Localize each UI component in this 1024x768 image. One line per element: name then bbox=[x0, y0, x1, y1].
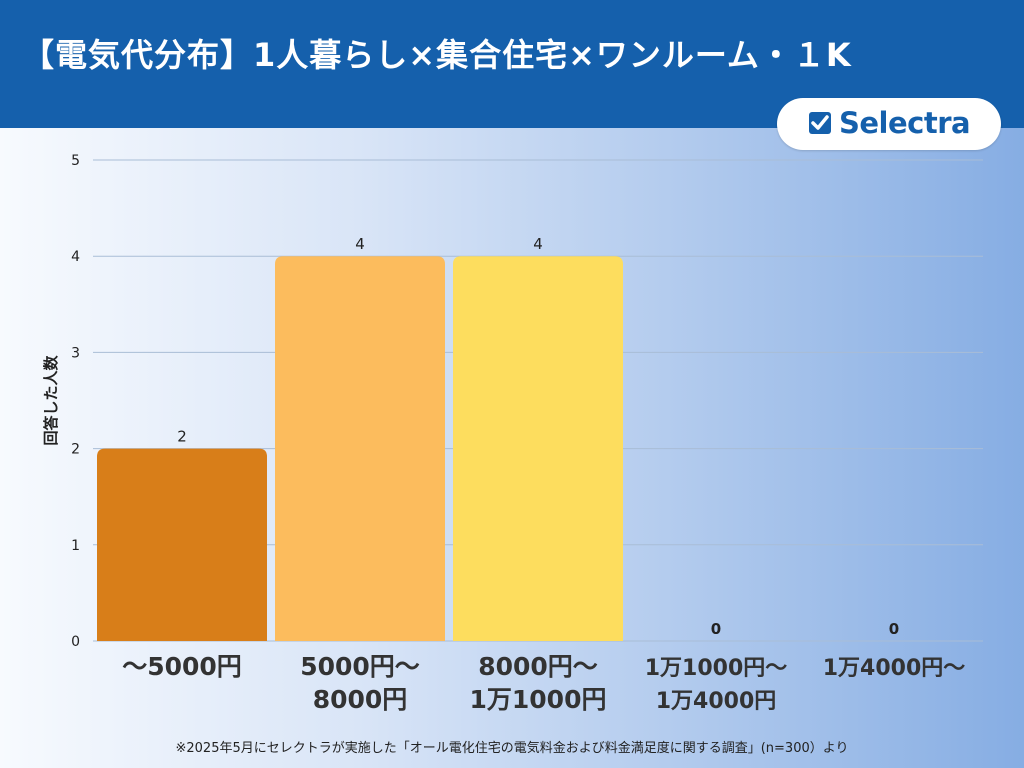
logo-text: Selectra bbox=[839, 106, 971, 140]
y-tick-label: 2 bbox=[71, 442, 80, 458]
bar-chart: 0 1 2 3 4 5 回答した人数 2 〜5000円 4 5000円〜 8000円 4 8000円〜 1万… bbox=[42, 153, 983, 714]
data-label: 0 bbox=[889, 620, 899, 638]
x-tick-label: 8000円〜 bbox=[478, 652, 598, 681]
x-tick-label: 8000円 bbox=[313, 685, 408, 714]
x-tick-label: 1万4000円 bbox=[656, 689, 777, 714]
checkbox-icon bbox=[809, 112, 831, 134]
bar-3 bbox=[453, 256, 623, 641]
header-bar: 【電気代分布】1人暮らし×集合住宅×ワンルーム・１K bbox=[0, 0, 1024, 128]
y-tick-label: 3 bbox=[71, 345, 80, 361]
page-title: 【電気代分布】1人暮らし×集合住宅×ワンルーム・１K bbox=[22, 36, 852, 74]
y-tick-label: 4 bbox=[71, 249, 80, 265]
y-tick-label: 5 bbox=[71, 153, 80, 169]
x-tick-label: 5000円〜 bbox=[300, 652, 420, 681]
y-tick-label: 1 bbox=[71, 538, 80, 554]
bar-1 bbox=[97, 448, 267, 641]
selectra-logo: Selectra bbox=[777, 98, 1001, 150]
data-label: 4 bbox=[533, 235, 543, 253]
y-tick-label: 0 bbox=[71, 634, 80, 650]
footnote: ※2025年5月にセレクトラが実施した「オール電化住宅の電気料金および料金満足度… bbox=[175, 741, 849, 756]
y-axis-label: 回答した人数 bbox=[42, 355, 60, 446]
x-tick-label: 1万1000円〜 bbox=[645, 656, 788, 681]
x-tick-label: 1万4000円〜 bbox=[823, 656, 966, 681]
x-tick-label: 1万1000円 bbox=[470, 685, 607, 714]
data-label: 4 bbox=[355, 235, 365, 253]
data-label: 0 bbox=[711, 620, 721, 638]
data-label: 2 bbox=[177, 428, 187, 446]
x-tick-label: 〜5000円 bbox=[122, 652, 242, 681]
bar-2 bbox=[275, 256, 445, 641]
